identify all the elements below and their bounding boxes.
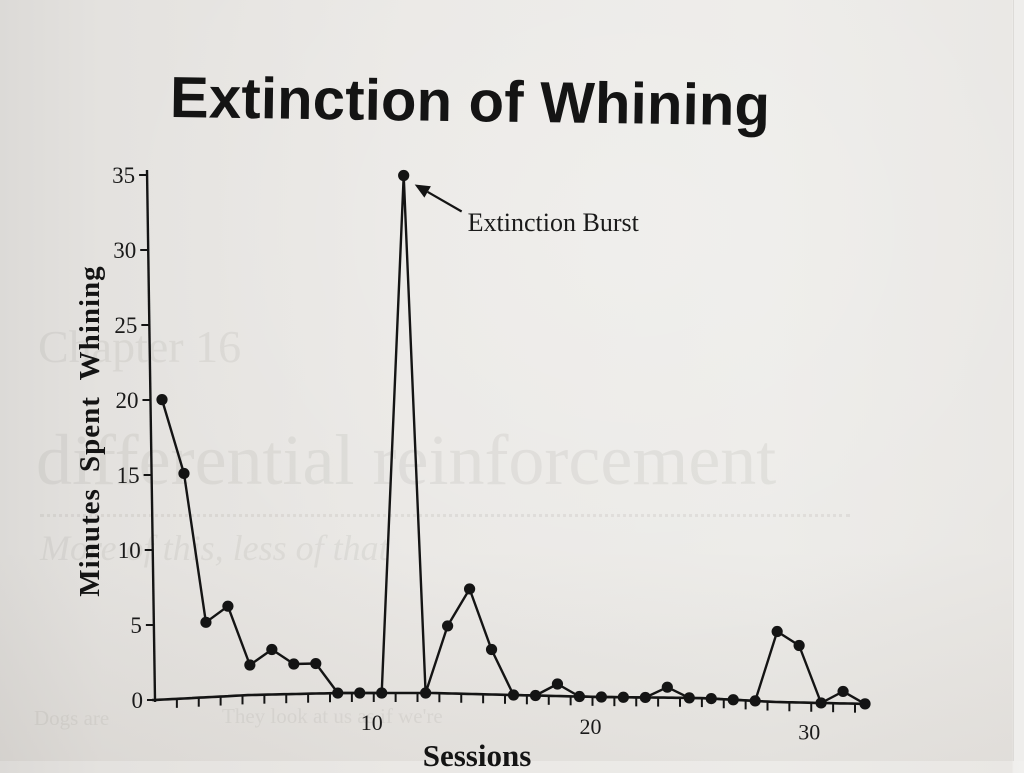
data-point-marker [310, 657, 322, 670]
data-point-marker [376, 687, 388, 699]
data-point-marker [749, 695, 761, 707]
x-tick-label: 10 [361, 710, 383, 735]
arrow-head-icon [414, 184, 431, 198]
data-point-marker [595, 691, 608, 703]
data-point-marker [793, 639, 805, 652]
data-point-marker [156, 394, 168, 406]
y-tick-label: 20 [115, 388, 138, 413]
data-point-marker [354, 687, 366, 699]
data-point-marker [507, 689, 520, 701]
data-point-marker [683, 692, 695, 704]
data-point-marker [200, 616, 212, 628]
y-tick-label: 0 [132, 688, 144, 713]
data-point-marker [815, 697, 827, 709]
y-tick-label: 10 [118, 538, 141, 563]
data-point-marker [485, 643, 498, 656]
ghost-chapter-heading: Chapter 16 [38, 321, 242, 372]
ghost-body-text: Dogs are [34, 706, 110, 730]
x-axis-label: Sessions [422, 738, 532, 773]
data-point-marker [222, 600, 234, 612]
y-tick-label: 25 [114, 313, 137, 338]
ghost-body-text: They look at us as if we're [222, 704, 443, 728]
data-point-marker [617, 691, 629, 703]
x-tick-label: 20 [580, 714, 602, 739]
annotation-label: Extinction Burst [468, 208, 640, 237]
data-point-marker [332, 687, 344, 699]
data-point-marker [727, 694, 739, 706]
data-line [160, 174, 866, 705]
data-point-marker [288, 658, 300, 670]
data-point-marker [463, 583, 476, 595]
data-point-marker [639, 691, 651, 704]
data-point-marker [551, 678, 564, 690]
y-tick-label: 30 [113, 238, 136, 263]
data-point-marker [529, 689, 542, 702]
x-tick-label: 30 [798, 720, 820, 745]
ghost-dotted-rule [40, 514, 850, 517]
annotation-arrow-shaft [427, 191, 463, 213]
y-tick-label: 5 [130, 613, 142, 638]
data-point-marker [771, 625, 783, 638]
data-point-marker [266, 643, 278, 656]
data-point-marker [705, 692, 717, 705]
data-point-marker [442, 620, 454, 632]
y-axis-label: Minutes Spent Whining [74, 265, 106, 597]
y-tick-label: 35 [112, 163, 135, 188]
data-point-marker [420, 687, 432, 699]
data-point-marker [178, 467, 190, 480]
data-point-marker [859, 698, 871, 710]
y-axis-line [145, 169, 157, 703]
data-point-marker [661, 681, 673, 693]
data-point-marker [398, 169, 410, 182]
page-edge [1013, 0, 1024, 761]
ghost-chapter-title: differential reinforcement [36, 420, 777, 500]
data-point-marker [244, 659, 256, 671]
data-point-marker [573, 690, 586, 703]
data-point-marker [837, 685, 849, 698]
ghost-subtitle: More of this, less of that [40, 528, 389, 568]
y-tick-label: 15 [117, 463, 140, 488]
